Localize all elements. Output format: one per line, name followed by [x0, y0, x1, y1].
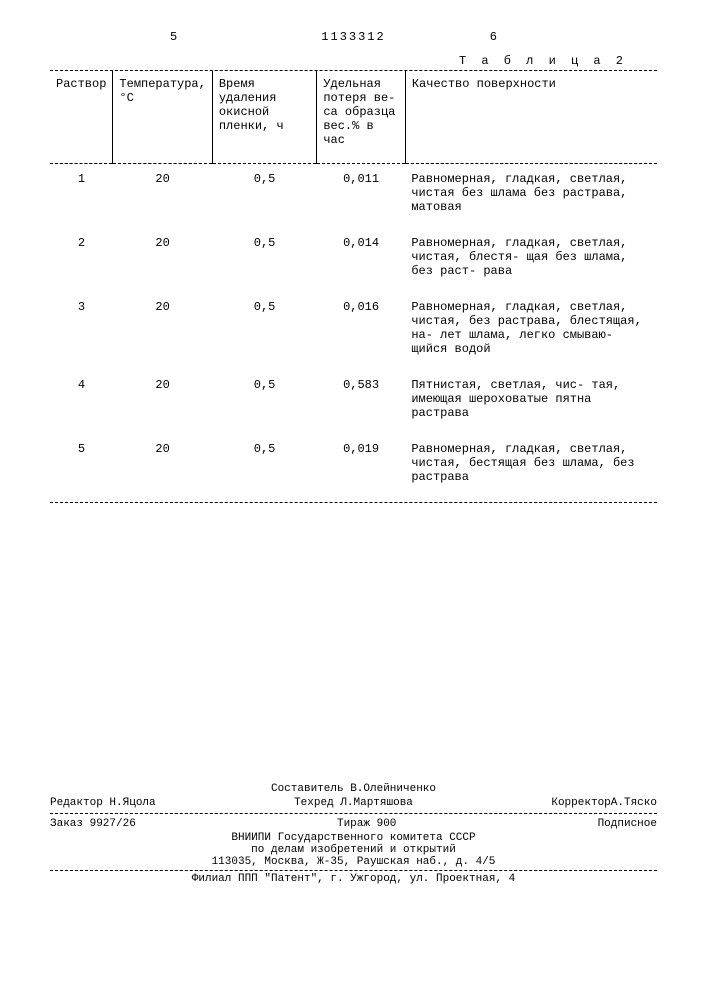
- table-row: 5 20 0,5 0,019 Равномерная, гладкая, све…: [50, 434, 657, 498]
- order: Заказ 9927/26: [50, 818, 136, 830]
- addr-line-2: Филиал ППП "Патент", г. Ужгород, ул. Про…: [50, 873, 657, 885]
- table-row: 2 20 0,5 0,014 Равномерная, гладкая, све…: [50, 228, 657, 292]
- col-header-temp: Температура, °С: [113, 71, 212, 164]
- page-col-right: 6: [490, 30, 497, 44]
- document-page: 5 1133312 6 Т а б л и ц а 2 Раствор Темп…: [0, 0, 707, 925]
- table-header: Раствор Температура, °С Время удаления о…: [50, 71, 657, 164]
- addr-line-1: 113035, Москва, Ж-35, Раушская наб., д. …: [50, 856, 657, 868]
- cell-u: 0,583: [317, 370, 406, 434]
- cell-t: 20: [113, 164, 212, 229]
- credits-block: Составитель В.Олейниченко Редактор Н.Яцо…: [50, 783, 657, 885]
- cell-n: 4: [50, 370, 113, 434]
- cell-k: Пятнистая, светлая, чис- тая, имеющая ше…: [405, 370, 657, 434]
- cell-u: 0,016: [317, 292, 406, 370]
- cell-u: 0,014: [317, 228, 406, 292]
- editor-row: Редактор Н.Яцола Техред Л.Мартяшова Корр…: [50, 795, 657, 811]
- techred: Техред Л.Мартяшова: [294, 797, 413, 809]
- cell-t: 20: [113, 292, 212, 370]
- cell-n: 2: [50, 228, 113, 292]
- table-row: 1 20 0,5 0,011 Равномерная, гладкая, све…: [50, 164, 657, 229]
- podpis: Подписное: [598, 818, 657, 830]
- corrector: КорректорА.Тяско: [551, 797, 657, 809]
- cell-u: 0,011: [317, 164, 406, 229]
- org-line-2: по делам изобретений и открытий: [50, 844, 657, 856]
- cell-n: 5: [50, 434, 113, 498]
- divider: [50, 813, 657, 814]
- cell-t: 20: [113, 434, 212, 498]
- table-label: Т а б л и ц а 2: [50, 54, 657, 71]
- tirazh: Тираж 900: [337, 818, 396, 830]
- cell-t: 20: [113, 370, 212, 434]
- cell-k: Равномерная, гладкая, светлая, чистая, б…: [405, 434, 657, 498]
- table-body: 1 20 0,5 0,011 Равномерная, гладкая, све…: [50, 164, 657, 499]
- cell-u: 0,019: [317, 434, 406, 498]
- cell-v: 0,5: [212, 292, 316, 370]
- cell-n: 3: [50, 292, 113, 370]
- col-header-vremya: Время удаления окисной пленки, ч: [212, 71, 316, 164]
- header-numbers: 5 1133312 6: [50, 30, 657, 50]
- compiler-line: Составитель В.Олейниченко: [50, 783, 657, 795]
- col-header-rastvor: Раствор: [50, 71, 113, 164]
- col-header-udel: Удельная потеря ве- са образца вес.% в ч…: [317, 71, 406, 164]
- cell-k: Равномерная, гладкая, светлая, чистая бе…: [405, 164, 657, 229]
- cell-t: 20: [113, 228, 212, 292]
- data-table: Раствор Температура, °С Время удаления о…: [50, 71, 657, 498]
- blank-space: [50, 503, 657, 783]
- cell-v: 0,5: [212, 434, 316, 498]
- page-col-left: 5: [170, 30, 177, 44]
- cell-v: 0,5: [212, 164, 316, 229]
- cell-v: 0,5: [212, 370, 316, 434]
- table-row: 4 20 0,5 0,583 Пятнистая, светлая, чис- …: [50, 370, 657, 434]
- cell-k: Равномерная, гладкая, светлая, чистая, б…: [405, 292, 657, 370]
- cell-n: 1: [50, 164, 113, 229]
- order-row: Заказ 9927/26 Тираж 900 Подписное: [50, 816, 657, 832]
- org-line-1: ВНИИПИ Государственного комитета СССР: [50, 832, 657, 844]
- editor: Редактор Н.Яцола: [50, 797, 156, 809]
- table-row: 3 20 0,5 0,016 Равномерная, гладкая, све…: [50, 292, 657, 370]
- cell-k: Равномерная, гладкая, светлая, чистая, б…: [405, 228, 657, 292]
- document-number: 1133312: [321, 30, 385, 44]
- col-header-kach: Качество поверхности: [405, 71, 657, 164]
- divider: [50, 870, 657, 871]
- cell-v: 0,5: [212, 228, 316, 292]
